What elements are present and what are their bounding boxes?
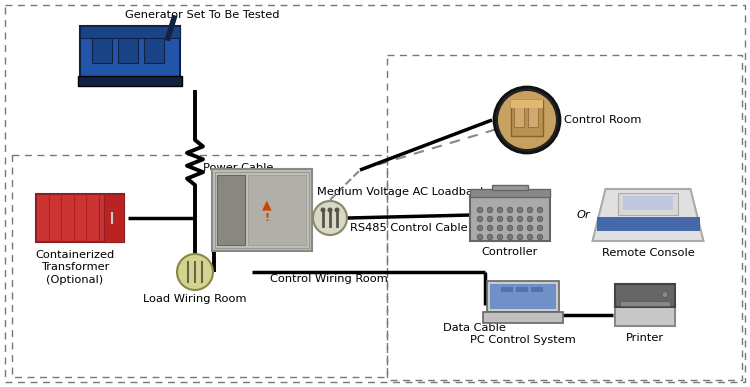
Bar <box>487 281 559 312</box>
Bar <box>80 26 180 38</box>
Text: Power Cable: Power Cable <box>203 163 273 173</box>
Circle shape <box>320 207 326 212</box>
Bar <box>528 105 538 127</box>
Circle shape <box>488 234 493 240</box>
Circle shape <box>313 201 347 235</box>
Circle shape <box>662 291 668 298</box>
Bar <box>12 155 387 377</box>
Bar <box>92 31 112 63</box>
Bar <box>80 26 180 84</box>
Bar <box>248 175 306 245</box>
Bar <box>490 284 556 309</box>
Circle shape <box>537 216 543 222</box>
Bar <box>501 287 513 292</box>
Circle shape <box>488 207 493 213</box>
Text: Containerized
Transformer
(Optional): Containerized Transformer (Optional) <box>35 250 115 285</box>
Text: ▲: ▲ <box>262 199 272 212</box>
Bar <box>118 31 138 63</box>
Circle shape <box>518 216 523 222</box>
Text: Printer: Printer <box>626 333 664 343</box>
Circle shape <box>527 225 532 231</box>
Circle shape <box>477 225 483 231</box>
Text: Data Cable: Data Cable <box>443 323 506 333</box>
Bar <box>104 194 124 242</box>
Circle shape <box>477 234 483 240</box>
Bar <box>212 169 312 251</box>
Text: Or: Or <box>576 210 590 220</box>
Circle shape <box>497 234 502 240</box>
Bar <box>217 175 245 245</box>
Circle shape <box>507 207 513 213</box>
Bar <box>483 312 563 323</box>
Circle shape <box>518 207 523 213</box>
Bar <box>618 193 678 215</box>
Bar <box>78 76 182 86</box>
Text: Controller: Controller <box>482 247 538 257</box>
Bar <box>511 100 543 108</box>
Circle shape <box>497 225 502 231</box>
Circle shape <box>494 87 560 153</box>
Circle shape <box>488 216 493 222</box>
Circle shape <box>527 216 532 222</box>
Circle shape <box>537 225 543 231</box>
Circle shape <box>497 216 502 222</box>
Bar <box>596 217 700 231</box>
Text: Remote Console: Remote Console <box>602 248 694 258</box>
Circle shape <box>477 216 483 222</box>
Circle shape <box>527 207 532 213</box>
Bar <box>144 31 164 63</box>
Circle shape <box>177 254 213 290</box>
Polygon shape <box>592 189 703 241</box>
Text: RS485 Control Cable: RS485 Control Cable <box>350 223 468 233</box>
Bar <box>492 185 528 190</box>
Circle shape <box>507 225 513 231</box>
Bar <box>470 189 550 197</box>
Circle shape <box>507 216 513 222</box>
Bar <box>623 196 673 210</box>
Bar <box>615 305 675 326</box>
Bar <box>516 287 528 292</box>
Bar <box>215 172 309 248</box>
Text: Generator Set To Be Tested: Generator Set To Be Tested <box>125 10 280 20</box>
Bar <box>615 284 675 307</box>
Text: Load Wiring Room: Load Wiring Room <box>143 294 247 304</box>
Circle shape <box>328 207 332 212</box>
Circle shape <box>518 225 523 231</box>
Bar <box>511 100 543 136</box>
Bar <box>531 287 543 292</box>
Circle shape <box>488 225 493 231</box>
Circle shape <box>537 207 543 213</box>
Bar <box>620 301 670 306</box>
Circle shape <box>518 234 523 240</box>
Circle shape <box>477 207 483 213</box>
Text: PC Control System: PC Control System <box>470 335 576 345</box>
Text: Control Wiring Room: Control Wiring Room <box>270 274 388 284</box>
Bar <box>36 194 124 242</box>
Text: !: ! <box>265 213 269 223</box>
Circle shape <box>537 234 543 240</box>
Text: Medium Voltage AC Loadbank: Medium Voltage AC Loadbank <box>317 187 487 197</box>
Text: Control Room: Control Room <box>564 115 641 125</box>
Bar <box>514 105 524 127</box>
Bar <box>470 195 550 241</box>
Bar <box>387 55 742 380</box>
Circle shape <box>498 91 556 149</box>
Circle shape <box>334 207 340 212</box>
Circle shape <box>527 234 532 240</box>
Circle shape <box>497 207 502 213</box>
Circle shape <box>507 234 513 240</box>
